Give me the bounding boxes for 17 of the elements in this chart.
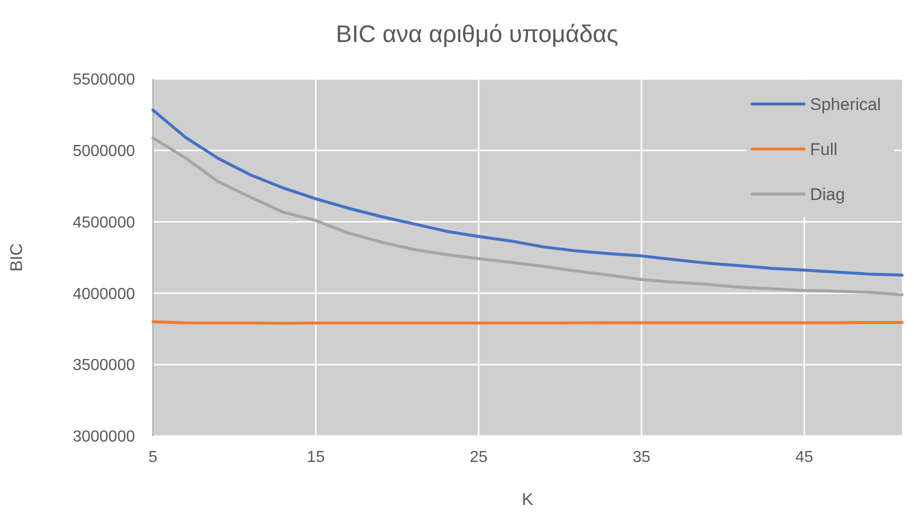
y-axis-title: BIC xyxy=(7,243,26,272)
x-tick-label: 45 xyxy=(795,449,814,466)
legend-label: Full xyxy=(810,140,838,159)
y-tick-label: 5500000 xyxy=(72,72,136,89)
x-tick-label: 5 xyxy=(148,449,158,466)
x-tick-label: 15 xyxy=(306,449,325,466)
chart-title: BIC ανα αριθμό υπομάδας xyxy=(336,21,618,48)
x-tick-label: 25 xyxy=(470,449,488,466)
y-tick-label: 3000000 xyxy=(72,428,136,446)
legend-label: Spherical xyxy=(810,94,881,114)
x-tick-label: 35 xyxy=(632,449,650,466)
y-tick-label: 4500000 xyxy=(72,214,136,232)
y-tick-label: 3500000 xyxy=(72,357,136,374)
legend-label: Diag xyxy=(810,184,845,204)
y-tick-label: 4000000 xyxy=(72,286,136,303)
x-axis-title: K xyxy=(522,490,534,509)
y-tick-label: 5000000 xyxy=(72,143,136,160)
